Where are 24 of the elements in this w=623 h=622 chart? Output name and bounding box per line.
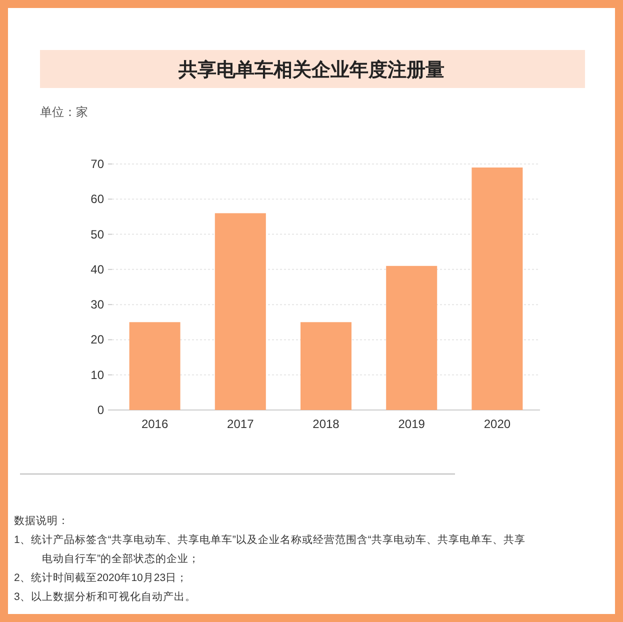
x-tick-label: 2016 [141,417,168,431]
y-tick-label: 40 [90,262,104,276]
x-tick-label: 2017 [227,417,254,431]
y-tick-label: 20 [90,332,104,347]
y-tick-label: 70 [90,157,104,171]
y-tick-label: 10 [90,368,104,382]
x-tick-label: 2020 [484,417,511,431]
bar [214,213,266,410]
text: 1、统计产品标签含“共享电动车、共享电单车”以及企业名称或经营范围含“共享电动车、共享电单车、共享电动自行车”的全部状态的企业； [14,533,526,567]
bar [129,322,180,410]
y-tick-label: 50 [90,227,104,242]
chart-title: 共享电单车相关企业年度注册量 [178,59,444,81]
text: 数据说明： [14,514,70,529]
text: 3、以上数据分析和可视化自动产出。 [14,590,197,605]
x-tick-label: 2018 [312,417,340,431]
y-axis-title: 单位：家 [40,105,88,119]
y-tick-label: 0 [97,403,104,417]
bar [300,322,352,410]
x-tick-label: 2019 [398,417,426,431]
bar [472,168,523,410]
y-tick-label: 30 [90,298,104,312]
bar [386,266,438,410]
text: 2、统计时间截至2020年10月23日； [14,571,189,586]
y-tick-label: 60 [90,192,104,206]
